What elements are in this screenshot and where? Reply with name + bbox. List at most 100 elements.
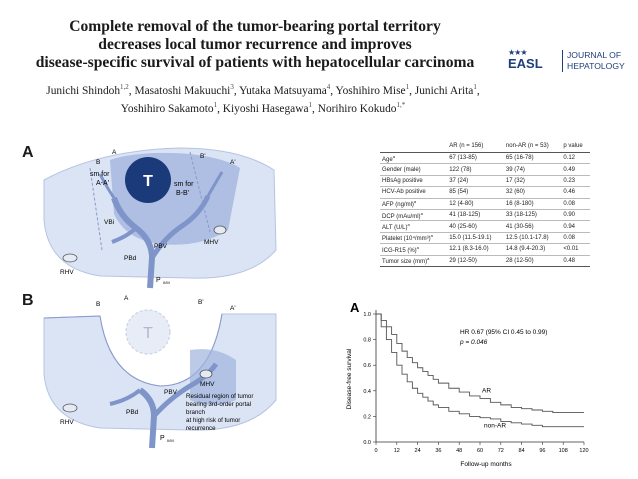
y-tick-label: 0.0 [363, 440, 371, 446]
p-value-annotation: p = 0.046 [459, 339, 488, 346]
author-line: Yoshihiro Sakamoto1, Kiyoshi Hasegawa1, … [120, 100, 406, 115]
author-name: Yoshihiro Mise [335, 84, 406, 97]
row-label: ICG-R15 (%)a [380, 243, 448, 256]
x-tick-label: 72 [498, 448, 504, 454]
series-label: non-AR [484, 423, 506, 430]
author-affiliation: 1 [213, 100, 218, 109]
author-name: Yoshihiro Sakamoto [120, 102, 214, 115]
mhv-vessel [199, 369, 213, 379]
residual-note-1: Residual region of tumor [186, 393, 253, 400]
tumor-removed [125, 309, 171, 355]
p-value: 0.08 [561, 198, 590, 210]
label-a: A [112, 149, 117, 156]
row-label: Tumor size (mm)a [380, 255, 448, 267]
non-ar-value: 32 (60) [503, 186, 562, 199]
residual-note-5: recurrence [186, 425, 216, 432]
portal-branch [109, 388, 142, 406]
label-sm-left-2: A-A' [96, 180, 109, 187]
label-vbi: VBi [104, 219, 114, 226]
table-header-cell: p value [561, 142, 590, 153]
table-body: Agea 67 (13-85) 65 (16-78) 0.12 Gender (male… [380, 152, 590, 267]
label-rhv: RHV [60, 419, 74, 426]
author-affiliation: 1,2 [120, 83, 129, 91]
ar-value: 37 (24) [447, 175, 504, 188]
title-line: decreases local tumor recurrence and imp… [98, 36, 412, 53]
table-row: AFP (ng/ml)a 12 (4-80) 16 (8-180) 0.08 [380, 198, 590, 210]
portal-branch [152, 362, 219, 418]
p-value: 0.12 [561, 152, 590, 165]
table-header-row: AR (n = 156) non-AR (n = 53) p value [380, 142, 590, 153]
label-pbv: PBV [154, 243, 168, 250]
author-affiliation: 1 [308, 100, 313, 109]
portal-branch [206, 171, 224, 197]
label-mhv: MHV [200, 381, 215, 388]
x-tick-label: 24 [415, 448, 421, 454]
ar-value: 40 (25-60) [447, 220, 504, 233]
ar-value: 12.1 (8.3-16.0) [447, 243, 504, 256]
label-b: B [96, 159, 100, 166]
stars-icon: ★★★ [508, 48, 527, 57]
chart-axes: 0.0 0.2 0.4 0.6 0.8 1.0 0 12 24 36 48 60 72 84 96 108 12… [363, 310, 589, 454]
ar-value: 15.0 (11.5-19.1) [447, 232, 504, 245]
table-row: HCV-Ab positive 85 (54) 32 (60) 0.46 [380, 186, 590, 199]
panel-b-schematic: T B A B' A' MHV RHV PBV PBd P II/M Resid… [43, 295, 277, 449]
row-label: ALT (U/L)a [380, 220, 448, 233]
label-mhv: MHV [204, 239, 219, 246]
x-tick-label: 0 [374, 448, 377, 454]
author-name: Norihiro Kokudo [317, 102, 397, 115]
row-label: DCP (mAu/ml)a [380, 209, 448, 222]
author-name: Yutaka Matsuyama [239, 84, 327, 97]
x-tick-label: 84 [519, 448, 525, 454]
non-ar-value: 17 (32) [503, 175, 562, 188]
y-tick-label: 0.4 [363, 389, 371, 395]
non-ar-value: 28 (12-50) [503, 255, 562, 267]
ar-value: 12 (4-80) [447, 198, 504, 210]
y-axis-label: Disease-free survival [346, 348, 353, 409]
author-list: Junichi Shindoh1,2, Masatoshi Makuuchi3,… [18, 80, 508, 116]
p-value: <0.01 [561, 243, 590, 256]
author-affiliation: 3 [230, 83, 234, 91]
non-ar-value: 39 (74) [503, 163, 562, 176]
portal-branch [149, 194, 211, 260]
table-row: Platelet (10⁴/mm³)a 15.0 (11.5-19.1) 12.5 … [380, 232, 590, 245]
non-ar-value: 33 (18-125) [503, 209, 562, 222]
label-pbd: PBd [126, 409, 139, 416]
ar-value: 122 (78) [447, 163, 504, 176]
tumor-label: T [143, 325, 153, 342]
p-value: 0.08 [561, 232, 590, 245]
non-ar-value: 41 (30-56) [503, 220, 562, 233]
table-row: DCP (mAu/ml)a 41 (18-125) 33 (18-125) 0.90 [380, 209, 590, 222]
label-pbd: PBd [124, 255, 137, 262]
label-sm-right-1: sm for [174, 181, 194, 188]
portal-branch [98, 173, 116, 199]
easl-wordmark: EASL [508, 56, 543, 71]
label-a-prime: A' [230, 159, 236, 166]
row-label: AFP (ng/ml)a [380, 198, 448, 210]
mhv-vessel [213, 225, 227, 235]
row-label: HCV-Ab positive [380, 186, 448, 199]
tumor-label: T [143, 173, 153, 190]
panel-a-schematic: T B A B' A' sm for A-A' sm for B-B' VBi … [43, 147, 277, 289]
author-affiliation: 4 [326, 83, 331, 91]
table-row: ALT (U/L)a 40 (25-60) 41 (30-56) 0.94 [380, 220, 590, 233]
y-tick-label: 0.6 [363, 363, 371, 369]
label-b-prime: B' [200, 153, 206, 160]
x-axis-label: Follow-up months [460, 461, 512, 468]
title-line: Complete removal of the tumor-bearing po… [69, 18, 441, 35]
label-sm-right-2: B-B' [176, 190, 189, 197]
table-row: HBsAg positive 37 (24) 17 (32) 0.23 [380, 175, 590, 188]
label-a: A [124, 295, 129, 302]
ar-value: 29 (12-50) [447, 255, 504, 267]
p-value: 0.49 [561, 163, 590, 176]
series-label: AR [482, 387, 491, 394]
author-name: Junichi Shindoh [46, 84, 121, 97]
hazard-ratio-annotation: HR 0.67 (95% CI 0.45 to 0.99) [460, 329, 547, 336]
survival-curve-non-ar [376, 313, 584, 428]
table-row: ICG-R15 (%)a 12.1 (8.3-16.0) 14.8 (9.4-20.… [380, 243, 590, 256]
panel-a-letter: A [22, 144, 34, 161]
rhv-vessel [62, 403, 78, 413]
x-tick-label: 96 [539, 448, 545, 454]
tumor [125, 157, 171, 203]
chart-panel-letter: A [350, 300, 360, 315]
non-ar-value: 12.5 (10.1-17.8) [503, 232, 562, 245]
